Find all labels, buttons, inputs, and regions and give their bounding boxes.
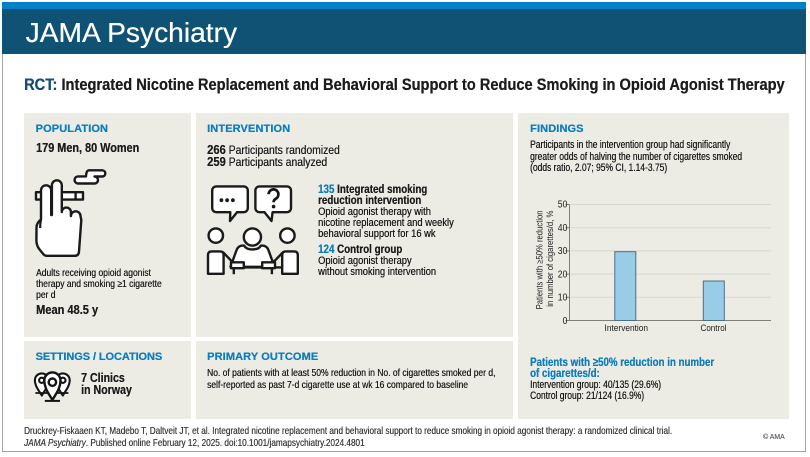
- svg-text:10: 10: [558, 293, 568, 304]
- svg-text:30: 30: [558, 246, 568, 257]
- svg-text:50: 50: [558, 200, 568, 211]
- svg-text:Control: Control: [701, 323, 727, 333]
- svg-text:0: 0: [563, 316, 568, 327]
- svg-text:Intervention: Intervention: [605, 323, 649, 333]
- svg-text:Patients with ≥50% reduction: Patients with ≥50% reduction in number o…: [535, 208, 555, 309]
- svg-text:40: 40: [558, 223, 568, 234]
- svg-text:20: 20: [558, 269, 568, 280]
